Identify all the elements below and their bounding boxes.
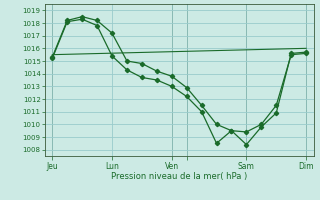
X-axis label: Pression niveau de la mer( hPa ): Pression niveau de la mer( hPa ) bbox=[111, 172, 247, 181]
